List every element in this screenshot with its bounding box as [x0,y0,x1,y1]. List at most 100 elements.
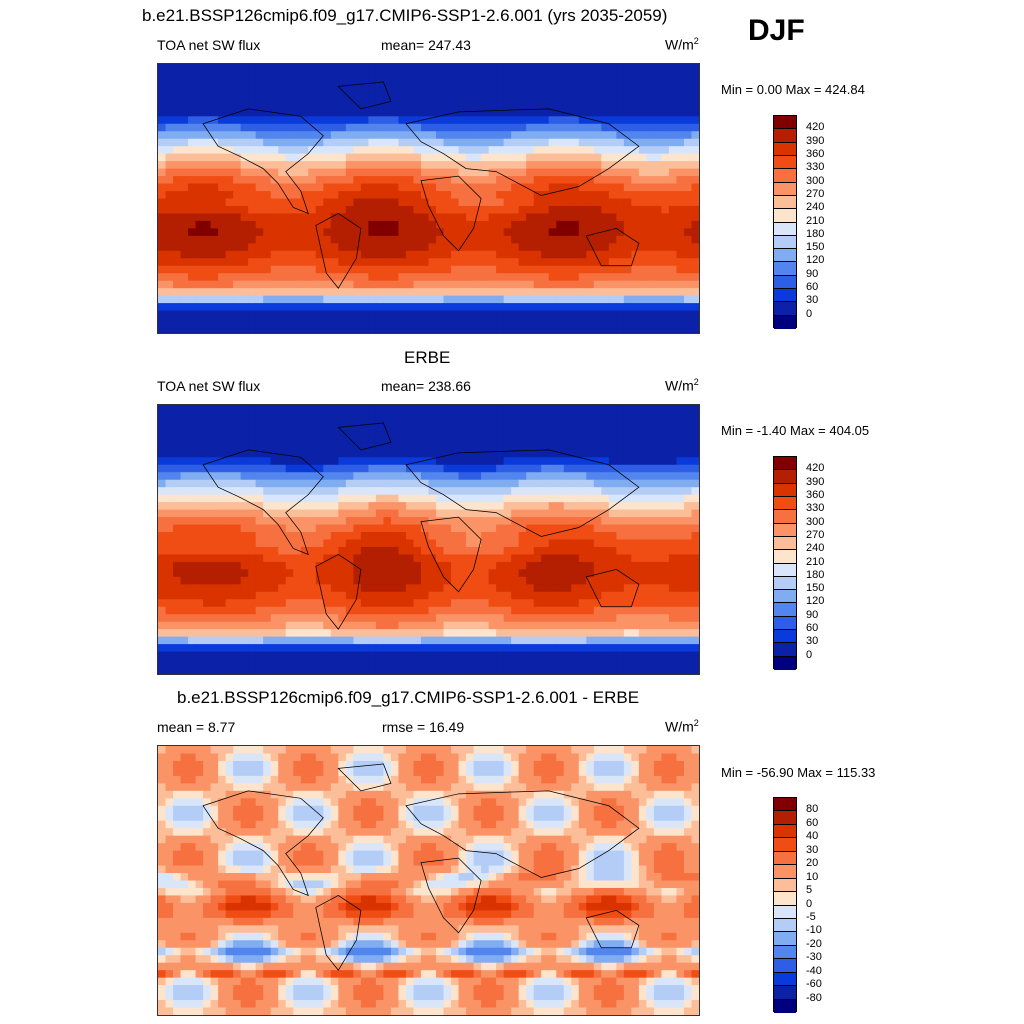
colorbar-tick-label: 270 [806,528,825,541]
colorbar-tick-label: 60 [806,281,819,294]
colorbar-tick-label: 420 [806,121,825,134]
colorbar-tick-label: 60 [806,622,819,635]
colorbar-swatch [774,523,796,537]
colorbar-tick-label: 5 [806,884,813,897]
panel-diff-map [157,745,700,1016]
colorbar-swatch [774,918,796,933]
panel-model-left-label: TOA net SW flux [157,37,261,53]
panel-diff-title: b.e21.BSSP126cmip6.f09_g17.CMIP6-SSP1-2.… [177,688,640,707]
colorbar-tick-label: 0 [806,897,813,910]
colorbar-tick-label: -80 [806,991,822,1004]
colorbar-swatch [774,155,796,170]
colorbar-tick-label: 300 [806,515,825,528]
colorbar-tick-label: 40 [806,830,819,843]
colorbar-tick-label: 90 [806,267,819,280]
panel-obs-map [157,404,700,675]
colorbar-swatch [774,116,796,130]
panel-model-map [157,63,700,334]
colorbar-tick-label: 240 [806,201,825,214]
panel-model-range: Min = 0.00 Max = 424.84 [721,82,865,97]
colorbar-tick-label: 30 [806,635,819,648]
colorbar-swatch [774,798,796,812]
colorbar-swatch [774,643,796,657]
colorbar-tick-label: 360 [806,147,825,160]
colorbar-tick-label: 330 [806,161,825,174]
colorbar-swatch [774,851,796,866]
colorbar-swatch [774,630,796,644]
panel-diff-colorbar [773,797,797,1013]
colorbar-swatch [774,550,796,564]
colorbar-swatch [774,590,796,604]
colorbar-swatch [774,182,796,196]
colorbar-swatch [774,999,796,1013]
colorbar-swatch [774,563,796,577]
colorbar-swatch [774,945,796,960]
colorbar-swatch [774,169,796,183]
colorbar-swatch [774,249,796,263]
colorbar-swatch [774,142,796,156]
colorbar-swatch [774,878,796,893]
colorbar-tick-label: 150 [806,241,825,254]
colorbar-swatch [774,302,796,316]
colorbar-tick-label: 120 [806,595,825,608]
colorbar-swatch [774,275,796,290]
colorbar-swatch [774,905,796,919]
colorbar-tick-label: 150 [806,582,825,595]
colorbar-tick-label: 30 [806,294,819,307]
panel-diff-units: W/m2 [665,718,699,735]
colorbar-swatch [774,932,796,946]
colorbar-tick-label: 330 [806,502,825,515]
colorbar-tick-label: -20 [806,937,822,950]
panel-diff-range: Min = -56.90 Max = 115.33 [721,765,876,780]
season-label: DJF [748,14,805,47]
colorbar-swatch [774,892,796,906]
colorbar-tick-label: 0 [806,307,813,320]
colorbar-swatch [774,315,796,329]
colorbar-swatch [774,235,796,250]
colorbar-swatch [774,457,796,471]
panel-model-mean: mean= 247.43 [381,37,471,53]
colorbar-swatch [774,129,796,143]
colorbar-tick-label: 60 [806,816,819,829]
colorbar-swatch [774,510,796,524]
colorbar-swatch [774,656,796,670]
panel-model-colorbar [773,115,797,329]
colorbar-swatch [774,209,796,223]
colorbar-tick-label: 30 [806,843,819,856]
colorbar-swatch [774,470,796,484]
panel-model-title: b.e21.BSSP126cmip6.f09_g17.CMIP6-SSP1-2.… [142,6,668,25]
colorbar-swatch [774,222,796,236]
colorbar-swatch [774,616,796,631]
colorbar-tick-label: -60 [806,978,822,991]
panel-model-units: W/m2 [665,36,699,53]
colorbar-tick-label: 390 [806,134,825,147]
colorbar-tick-label: 90 [806,608,819,621]
colorbar-tick-label: -5 [806,910,816,923]
colorbar-tick-label: 240 [806,542,825,555]
colorbar-swatch [774,496,796,511]
colorbar-swatch [774,811,796,825]
panel-obs-colorbar [773,456,797,670]
colorbar-tick-label: 210 [806,555,825,568]
panel-obs-range: Min = -1.40 Max = 404.05 [721,423,870,438]
colorbar-tick-label: 360 [806,488,825,501]
colorbar-tick-label: 80 [806,803,819,816]
colorbar-tick-label: 180 [806,227,825,240]
colorbar-tick-label: 300 [806,174,825,187]
colorbar-tick-label: -40 [806,964,822,977]
colorbar-tick-label: -30 [806,951,822,964]
colorbar-tick-label: 390 [806,475,825,488]
colorbar-tick-label: 20 [806,857,819,870]
colorbar-swatch [774,959,796,973]
colorbar-swatch [774,576,796,591]
panel-diff-rmse: rmse = 16.49 [382,719,465,735]
colorbar-swatch [774,865,796,879]
colorbar-swatch [774,603,796,617]
colorbar-tick-label: 420 [806,462,825,475]
colorbar-tick-label: -10 [806,924,822,937]
colorbar-swatch [774,536,796,551]
colorbar-tick-label: 270 [806,187,825,200]
panel-obs-title: ERBE [404,348,451,367]
colorbar-tick-label: 10 [806,870,819,883]
colorbar-swatch [774,838,796,852]
